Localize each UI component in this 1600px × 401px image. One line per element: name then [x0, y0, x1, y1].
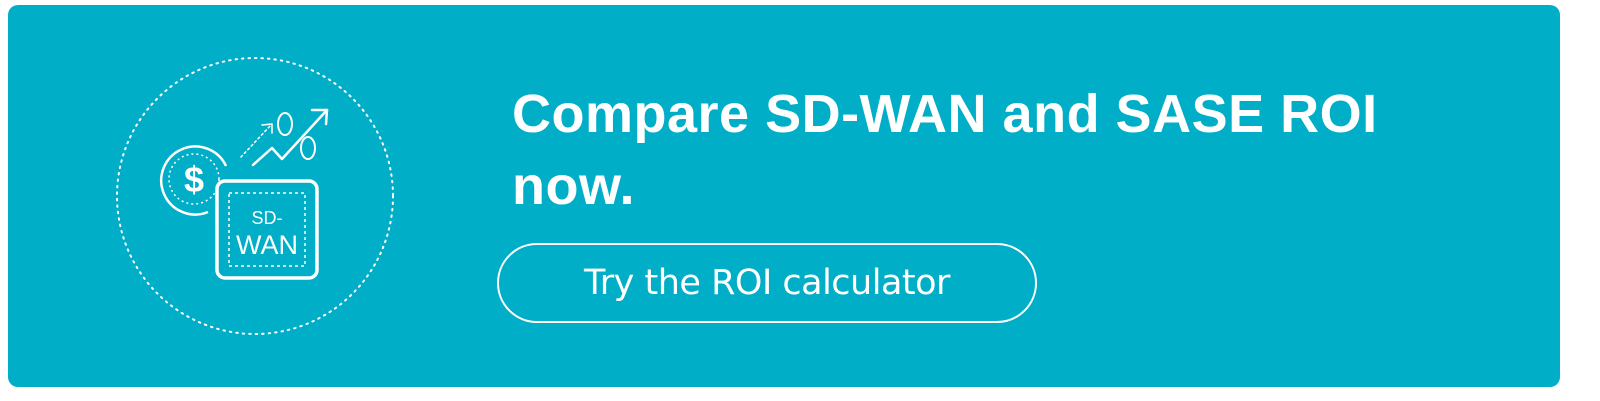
dotted-circle-icon	[116, 57, 394, 335]
box-label-line2: WAN	[236, 230, 298, 260]
roi-banner	[8, 5, 1560, 387]
box-label-line1: SD-	[252, 208, 283, 228]
headline: Compare SD-WAN and SASE ROI now.	[512, 84, 1378, 216]
svg-text:$: $	[184, 159, 204, 200]
dollar-coin-icon: $	[159, 145, 228, 216]
percent-icon	[277, 112, 316, 160]
try-roi-calculator-button[interactable]: Try the ROI calculator	[497, 243, 1037, 323]
sd-wan-box-icon: SD- WAN	[215, 179, 319, 280]
growth-arrow-icon	[240, 108, 329, 167]
sd-wan-roi-illustration: $ SD- WAN	[116, 57, 394, 335]
